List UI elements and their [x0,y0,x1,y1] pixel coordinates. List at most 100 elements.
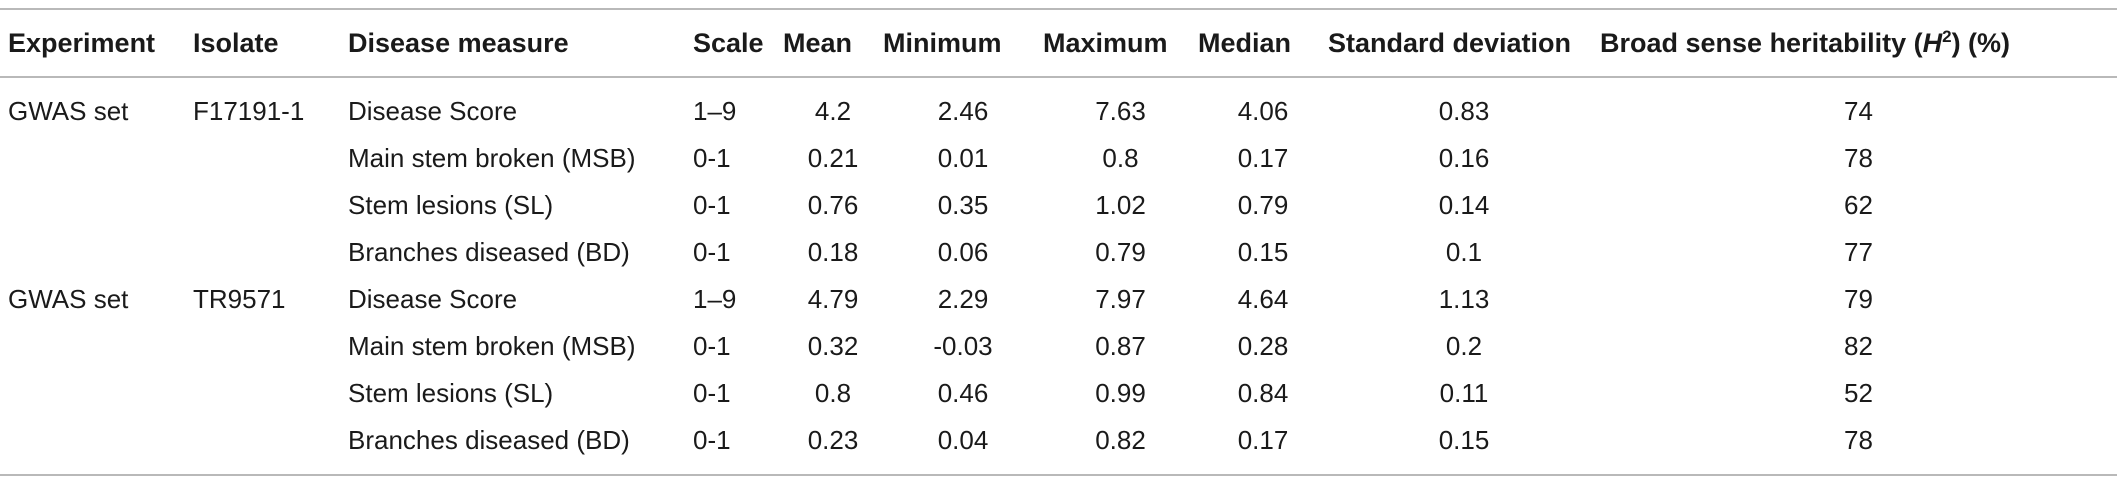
table-row: Branches diseased (BD) 0-1 0.23 0.04 0.8… [0,417,2117,475]
disease-statistics-table: Experiment Isolate Disease measure Scale… [0,8,2117,476]
header-heritability-h: H [1922,27,1943,58]
cell-minimum: 2.29 [937,284,989,314]
cell-scale: 1–9 [693,284,737,314]
cell-experiment [0,417,193,475]
header-heritability-sup: 2 [1942,26,1952,46]
cell-isolate [193,370,348,417]
cell-scale: 0-1 [693,331,731,361]
cell-standard-deviation: 0.15 [1438,425,1490,455]
cell-mean: 4.79 [807,284,859,314]
cell-median: 0.15 [1237,237,1289,267]
cell-standard-deviation: 0.11 [1439,378,1489,408]
table-row: GWAS set TR9571 Disease Score 1–9 4.79 2… [0,276,2117,323]
header-heritability-prefix: Broad sense heritability ( [1600,27,1923,58]
cell-experiment [0,182,193,229]
cell-experiment [0,135,193,182]
cell-heritability: 82 [1844,331,1873,361]
cell-maximum: 0.99 [1095,378,1146,408]
cell-disease-measure: Stem lesions (SL) [348,378,554,408]
cell-disease-measure: Disease Score [348,284,518,314]
cell-isolate [193,182,348,229]
cell-median: 4.06 [1237,96,1289,126]
cell-heritability: 62 [1844,190,1873,220]
header-experiment: Experiment [8,27,156,58]
cell-disease-measure: Disease Score [348,96,518,126]
cell-scale: 0-1 [693,378,731,408]
cell-median: 0.17 [1237,143,1289,173]
cell-median: 4.64 [1237,284,1289,314]
cell-scale: 0-1 [693,425,731,455]
cell-median: 0.17 [1237,425,1289,455]
cell-standard-deviation: 0.1 [1445,237,1483,267]
cell-mean: 0.76 [807,190,859,220]
cell-mean: 0.8 [814,378,852,408]
cell-maximum: 1.02 [1095,190,1146,220]
cell-minimum: 0.06 [937,237,989,267]
header-median: Median [1198,27,1292,58]
cell-heritability: 77 [1844,237,1873,267]
cell-disease-measure: Branches diseased (BD) [348,425,630,455]
cell-standard-deviation: 0.14 [1438,190,1490,220]
cell-isolate [193,135,348,182]
cell-heritability: 78 [1844,143,1873,173]
header-standard-deviation: Standard deviation [1328,27,1572,58]
cell-mean: 0.21 [807,143,859,173]
table-row: Main stem broken (MSB) 0-1 0.21 0.01 0.8… [0,135,2117,182]
cell-standard-deviation: 0.2 [1445,331,1483,361]
cell-maximum: 0.79 [1095,237,1146,267]
cell-isolate [193,417,348,475]
header-isolate: Isolate [193,27,279,58]
header-scale: Scale [693,27,764,58]
header-minimum: Minimum [883,27,1002,58]
cell-disease-measure: Stem lesions (SL) [348,190,554,220]
cell-maximum: 0.8 [1102,143,1139,173]
cell-minimum: 0.35 [937,190,989,220]
cell-maximum: 7.97 [1095,284,1146,314]
cell-isolate [193,323,348,370]
cell-mean: 4.2 [814,96,852,126]
cell-experiment [0,229,193,276]
table-row: GWAS set F17191-1 Disease Score 1–9 4.2 … [0,77,2117,135]
cell-standard-deviation: 1.13 [1438,284,1490,314]
cell-heritability: 79 [1844,284,1873,314]
cell-scale: 0-1 [693,237,731,267]
cell-minimum: 0.46 [937,378,989,408]
cell-maximum: 0.82 [1095,425,1146,455]
cell-heritability: 74 [1844,96,1873,126]
header-heritability: Broad sense heritability (H2) (%) [1600,9,2117,77]
table-row: Branches diseased (BD) 0-1 0.18 0.06 0.7… [0,229,2117,276]
cell-maximum: 0.87 [1095,331,1146,361]
cell-isolate: TR9571 [193,284,286,314]
cell-disease-measure: Main stem broken (MSB) [348,331,636,361]
table-row: Main stem broken (MSB) 0-1 0.32 -0.03 0.… [0,323,2117,370]
cell-median: 0.28 [1237,331,1289,361]
cell-scale: 0-1 [693,143,731,173]
header-heritability-suffix: ) (%) [1951,27,2011,58]
cell-experiment: GWAS set [8,96,129,126]
cell-isolate [193,229,348,276]
table-header-row: Experiment Isolate Disease measure Scale… [0,9,2117,77]
cell-minimum: -0.03 [933,331,993,361]
cell-minimum: 2.46 [937,96,989,126]
header-maximum: Maximum [1043,27,1168,58]
cell-experiment [0,323,193,370]
cell-minimum: 0.04 [937,425,989,455]
cell-disease-measure: Main stem broken (MSB) [348,143,636,173]
cell-median: 0.84 [1237,378,1289,408]
cell-standard-deviation: 0.16 [1438,143,1490,173]
cell-heritability: 78 [1844,425,1873,455]
table-row: Stem lesions (SL) 0-1 0.76 0.35 1.02 0.7… [0,182,2117,229]
cell-mean: 0.23 [807,425,859,455]
header-mean: Mean [783,27,853,58]
cell-mean: 0.18 [807,237,859,267]
cell-heritability: 52 [1844,378,1873,408]
cell-scale: 1–9 [693,96,737,126]
cell-median: 0.79 [1237,190,1289,220]
cell-scale: 0-1 [693,190,731,220]
cell-mean: 0.32 [807,331,859,361]
cell-maximum: 7.63 [1095,96,1146,126]
header-disease-measure: Disease measure [348,27,569,58]
cell-isolate: F17191-1 [193,96,305,126]
table-row: Stem lesions (SL) 0-1 0.8 0.46 0.99 0.84… [0,370,2117,417]
